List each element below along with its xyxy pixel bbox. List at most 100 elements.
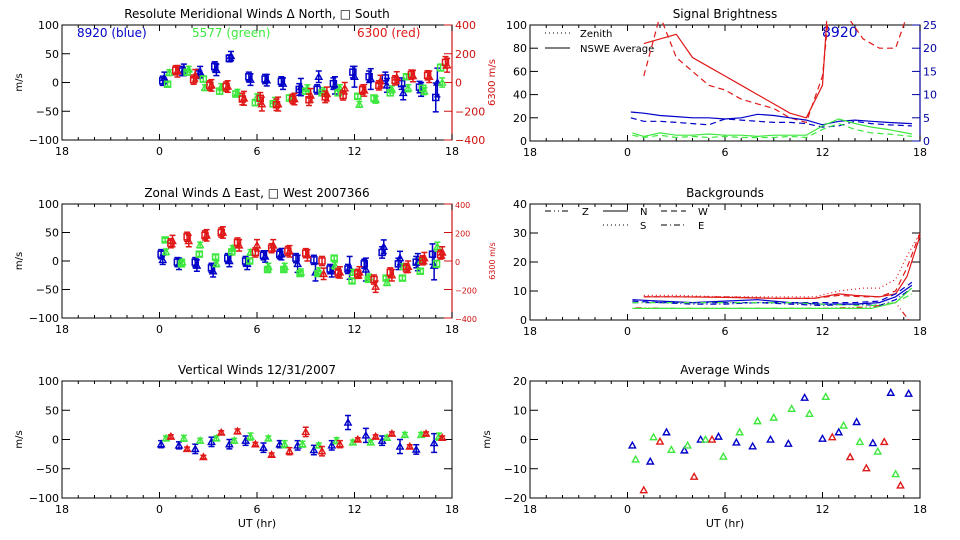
- data-point-triangle: [354, 99, 364, 108]
- data-point-square: [206, 81, 214, 90]
- data-point-square: [191, 258, 199, 266]
- data-point-square: [310, 256, 318, 264]
- x-tick-label: 0: [156, 323, 163, 336]
- data-point-square: [259, 251, 268, 260]
- data-point-triangle: [182, 444, 192, 453]
- series-line: [632, 284, 913, 305]
- data-point-square: [222, 82, 230, 91]
- data-point-square: [375, 81, 383, 90]
- data-point-triangle: [683, 440, 693, 449]
- data-point-square: [251, 98, 260, 107]
- data-point-square: [407, 70, 416, 79]
- series-8920-w: [632, 281, 913, 304]
- y-tick-label: 0: [52, 77, 59, 90]
- data-point-triangle: [429, 260, 439, 269]
- data-point-square: [329, 79, 338, 88]
- data-point-triangle: [649, 432, 658, 441]
- data-point-triangle: [371, 282, 381, 290]
- x-tick-label: 6: [254, 323, 261, 336]
- annotation-blue: 8920: [822, 25, 858, 41]
- x-tick-label: 12: [348, 145, 362, 158]
- chart-title: Backgrounds: [686, 186, 764, 200]
- series-6300-nswe-average: [643, 21, 828, 119]
- y2-tick-label: 10: [923, 89, 937, 102]
- data-point-triangle: [371, 431, 381, 440]
- y-axis: −20 −10 0 10 20: [504, 375, 920, 505]
- data-point-triangle: [827, 432, 837, 441]
- y-tick-label: −10: [504, 463, 527, 476]
- data-point-triangle: [164, 68, 174, 76]
- series-line: [632, 118, 913, 138]
- y2-tick-label: −400: [455, 134, 485, 147]
- data-point-triangle: [783, 438, 793, 447]
- data-point-triangle: [216, 427, 226, 436]
- data-point-triangle: [662, 427, 671, 436]
- x-tick-label: 12: [348, 503, 362, 516]
- data-point-square: [360, 260, 368, 268]
- legend-label: Z: [582, 207, 589, 218]
- data-point-triangle: [834, 427, 844, 436]
- y-tick-label: 60: [513, 65, 527, 78]
- plot-area: [627, 388, 914, 494]
- y-tick-label: 20: [513, 256, 527, 269]
- series-line: [643, 21, 906, 124]
- data-point-triangle: [301, 427, 311, 436]
- data-point-triangle: [387, 429, 397, 437]
- data-point-square: [199, 75, 208, 83]
- plot-frame: [61, 203, 453, 319]
- data-point-triangle: [229, 436, 239, 444]
- data-point-square: [225, 54, 234, 63]
- data-point-triangle: [873, 446, 883, 455]
- series-line: [643, 232, 921, 299]
- data-point-triangle: [627, 440, 637, 449]
- y-axis: 0 20 40 60 80 100: [506, 19, 538, 148]
- x-tick-label: 18: [445, 503, 459, 516]
- x-tick-label: 12: [816, 325, 830, 338]
- x-tick-label: 0: [624, 146, 631, 159]
- data-point-triangle: [195, 240, 205, 249]
- y-tick-label: 50: [45, 227, 59, 240]
- data-point-square: [391, 76, 399, 85]
- data-point-triangle: [395, 441, 405, 450]
- data-point-triangle: [421, 429, 431, 437]
- data-point-triangle: [179, 433, 189, 442]
- data-point-triangle: [280, 439, 290, 448]
- data-point-triangle: [405, 441, 415, 450]
- data-point-square: [172, 66, 180, 75]
- x-tick-label: 6: [722, 503, 729, 516]
- data-point-triangle: [896, 480, 905, 489]
- y-tick-label: −100: [29, 134, 59, 147]
- plot-frame: [529, 24, 921, 142]
- y2-axis: 0 5 10 15 20 25: [912, 19, 937, 148]
- y-tick-label: 80: [513, 42, 527, 55]
- data-point-triangle: [275, 439, 285, 448]
- data-point-square: [167, 239, 175, 247]
- plot-frame: [61, 24, 453, 141]
- series-line: [632, 281, 913, 304]
- y-axis-label: m/s: [14, 73, 25, 91]
- x-tick-label: 18: [913, 146, 927, 159]
- x-axis: 18 0 6 12 18: [523, 381, 927, 516]
- x-tick-label: 12: [816, 146, 830, 159]
- data-point-triangle: [886, 388, 896, 396]
- y2-tick-label: 400: [455, 201, 470, 210]
- data-point-triangle: [366, 437, 376, 446]
- data-point-square: [263, 265, 272, 274]
- x-tick-label: 18: [913, 503, 927, 516]
- data-point-triangle: [174, 440, 184, 449]
- data-point-square: [330, 254, 338, 262]
- data-point-square: [436, 250, 445, 259]
- x-tick-label: 0: [156, 145, 163, 158]
- data-point-square: [276, 250, 284, 258]
- data-point-square: [381, 74, 390, 82]
- data-point-triangle: [195, 436, 205, 444]
- data-point-square: [348, 277, 356, 285]
- data-point-square: [232, 90, 240, 98]
- data-point-square: [289, 95, 297, 103]
- series-line: [632, 293, 913, 307]
- data-point-triangle: [766, 434, 775, 443]
- annotation-blue: 8920 (blue): [77, 26, 147, 40]
- y-tick-label: 0: [520, 314, 527, 327]
